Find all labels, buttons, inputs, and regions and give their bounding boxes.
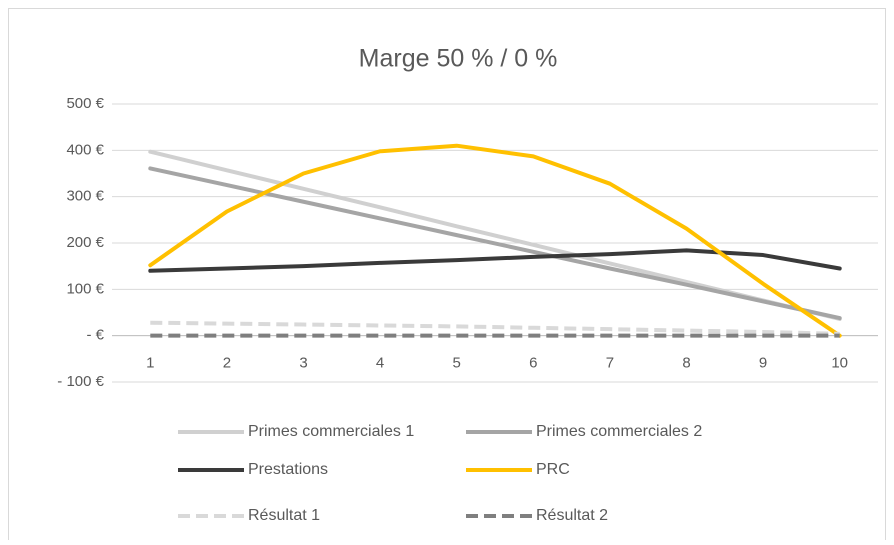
series-line bbox=[148, 143, 842, 338]
legend-label: PRC bbox=[536, 461, 570, 478]
y-tick-label: - € bbox=[86, 327, 104, 344]
y-tick-label: - 100 € bbox=[57, 373, 104, 390]
x-tick-label: 5 bbox=[453, 355, 461, 372]
series-line bbox=[150, 320, 840, 336]
legend-label: Résultat 1 bbox=[248, 507, 320, 524]
legend-label: Prestations bbox=[248, 461, 328, 478]
legend-label: Primes commerciales 1 bbox=[248, 423, 414, 440]
legend-label: Résultat 2 bbox=[536, 507, 608, 524]
x-tick-label: 3 bbox=[299, 355, 307, 372]
y-tick-label: 500 € bbox=[66, 95, 104, 112]
y-tick-label: 400 € bbox=[66, 141, 104, 158]
chart-title: Marge 50 % / 0 % bbox=[359, 45, 558, 73]
legend-label: Primes commerciales 2 bbox=[536, 423, 702, 440]
chart-border bbox=[8, 8, 886, 545]
y-tick-label: 100 € bbox=[66, 280, 104, 297]
series-line bbox=[148, 248, 842, 273]
x-tick-label: 4 bbox=[376, 355, 384, 372]
x-tick-label: 8 bbox=[682, 355, 690, 372]
x-tick-label: 7 bbox=[606, 355, 614, 372]
x-tick-label: 9 bbox=[759, 355, 767, 372]
x-tick-label: 6 bbox=[529, 355, 537, 372]
y-tick-label: 300 € bbox=[66, 188, 104, 205]
x-tick-label: 10 bbox=[831, 355, 848, 372]
x-tick-label: 1 bbox=[146, 355, 154, 372]
x-tick-label: 2 bbox=[223, 355, 231, 372]
y-tick-label: 200 € bbox=[66, 234, 104, 251]
